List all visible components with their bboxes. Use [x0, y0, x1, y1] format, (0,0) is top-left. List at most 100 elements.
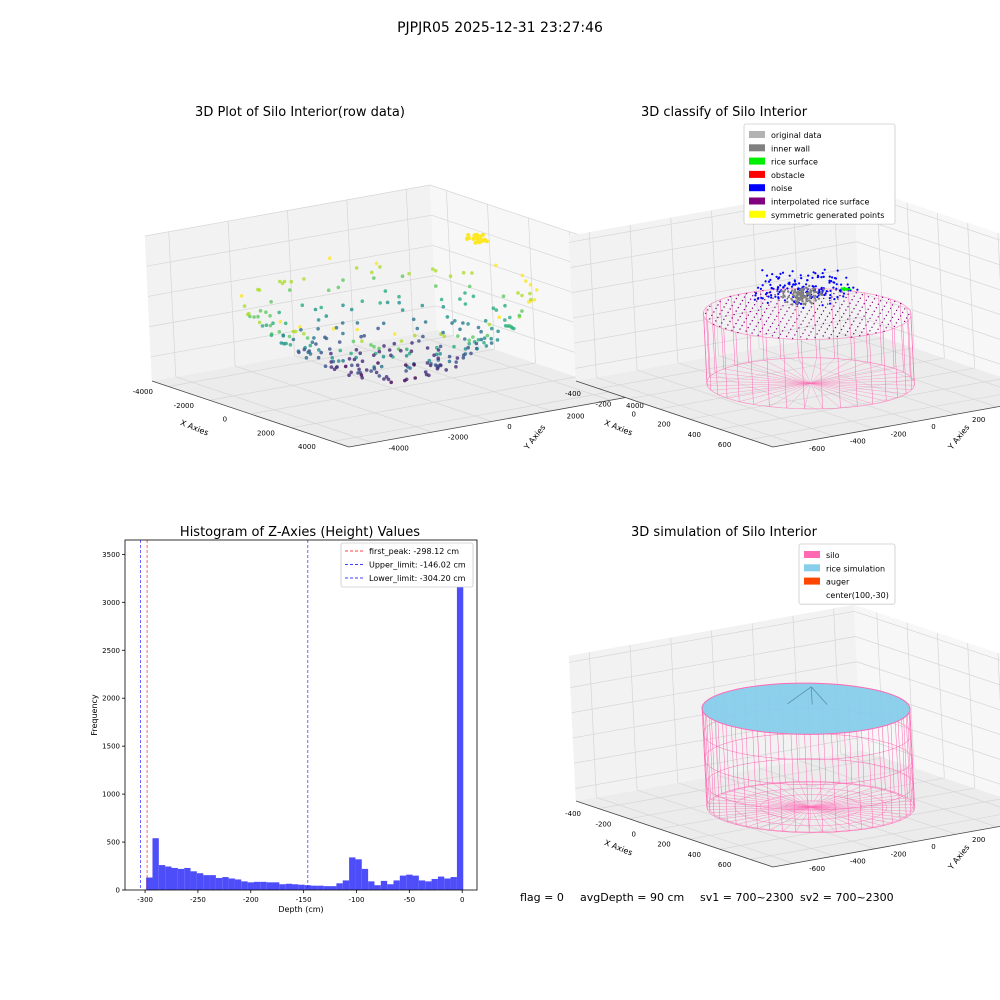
- interpolated-point: [849, 315, 851, 317]
- raw-data-point: [400, 274, 405, 279]
- grid-line: [589, 652, 597, 798]
- noise-point: [783, 299, 787, 302]
- raw-data-point: [258, 309, 263, 313]
- noise-point: [832, 281, 835, 284]
- raw-data-point: [341, 359, 345, 363]
- silo-wall-line: [910, 315, 915, 386]
- silo-wall-line: [899, 302, 904, 373]
- histogram-bar: [266, 882, 273, 890]
- panel-simulation-3d-plot: -400-2000200400600-600-400-2000200400600…: [565, 543, 1000, 873]
- interpolated-point: [818, 304, 821, 307]
- interpolated-point: [851, 311, 853, 313]
- y-tick-label: -600: [809, 445, 825, 453]
- histogram-bar: [158, 865, 166, 890]
- interpolated-point: [745, 317, 747, 320]
- raw-data-point: [520, 293, 524, 298]
- interpolated-point: [885, 302, 888, 304]
- histogram-bar: [406, 874, 413, 890]
- silo-floor-line: [810, 806, 862, 830]
- noise-point: [828, 275, 831, 278]
- interpolated-point: [747, 326, 749, 329]
- raw-data-point: [355, 363, 360, 368]
- grid-line: [751, 203, 760, 349]
- interpolated-point: [908, 313, 910, 316]
- interpolated-point: [780, 321, 782, 323]
- silo-wall-line: [819, 339, 823, 409]
- silo-floor-line: [810, 383, 907, 394]
- raw-data-point: [308, 343, 313, 348]
- noise-point: [812, 271, 815, 274]
- interpolated-point: [737, 319, 739, 321]
- silo-wall-line: [705, 307, 710, 377]
- auger-line: [787, 686, 812, 705]
- raw-data-point: [313, 307, 318, 312]
- raw-data-point: [334, 325, 339, 330]
- interpolated-point: [752, 295, 754, 297]
- inner-wall-point: [820, 290, 823, 294]
- silo-floor-line: [810, 806, 901, 821]
- raw-data-point: [352, 357, 357, 362]
- noise-point: [806, 279, 809, 282]
- grid-line: [294, 355, 492, 422]
- raw-data-point: [467, 236, 471, 241]
- silo-floor-line: [810, 383, 898, 398]
- interpolated-point: [749, 298, 752, 300]
- raw-data-point: [487, 322, 492, 327]
- silo-wall-line: [720, 299, 724, 369]
- raw-data-point: [372, 344, 376, 349]
- noise-point: [799, 302, 803, 305]
- panel3-title: Histogram of Z-Axies (Height) Values: [180, 525, 420, 540]
- legend-label: noise: [771, 184, 792, 193]
- interpolated-point: [796, 305, 798, 308]
- raw-data-point: [425, 361, 430, 365]
- histogram-bar: [380, 880, 388, 890]
- raw-data-point: [453, 319, 457, 323]
- raw-data-point: [278, 319, 283, 324]
- grid-line: [997, 233, 1000, 283]
- raw-data-point: [302, 331, 306, 336]
- silo-floor-line: [710, 383, 811, 391]
- interpolated-point: [836, 335, 839, 338]
- silo-wall-line: [864, 292, 869, 363]
- interpolated-point: [816, 320, 818, 323]
- grid-line: [906, 622, 915, 768]
- raw-data-point: [428, 363, 433, 368]
- raw-data-point: [469, 351, 473, 356]
- raw-data-point: [471, 236, 476, 241]
- interpolated-point: [707, 309, 709, 311]
- y-tick-label: -2000: [448, 434, 468, 442]
- noise-point: [781, 271, 785, 274]
- grid-line: [629, 645, 638, 791]
- raw-data-point: [413, 376, 418, 380]
- raw-data-point: [316, 355, 321, 360]
- raw-data-point: [438, 352, 443, 356]
- interpolated-point: [759, 318, 762, 320]
- histogram-bar: [330, 886, 337, 890]
- interpolated-point: [764, 299, 766, 301]
- raw-data-point: [520, 273, 525, 278]
- silo-wall-line: [836, 338, 841, 408]
- silo-wall-line: [794, 288, 799, 358]
- raw-data-point: [509, 325, 514, 329]
- interpolated-point: [859, 322, 861, 324]
- x-axis-label: X Axies: [603, 418, 634, 437]
- raw-data-point: [435, 366, 440, 371]
- silo-floor-line: [810, 801, 912, 808]
- interpolated-point: [790, 328, 792, 330]
- interpolated-point: [788, 319, 790, 321]
- raw-data-point: [474, 341, 479, 346]
- raw-data-point: [458, 327, 462, 332]
- histogram-bar: [374, 885, 381, 890]
- interpolated-point: [737, 306, 739, 309]
- interpolated-point: [765, 320, 768, 322]
- raw-data-point: [491, 306, 496, 311]
- interpolated-point: [751, 307, 754, 309]
- interpolated-point: [731, 304, 733, 307]
- raw-data-point: [410, 341, 414, 345]
- raw-data-point: [316, 327, 320, 331]
- raw-data-point: [381, 354, 386, 359]
- histogram-bar: [355, 859, 362, 890]
- interpolated-point: [792, 325, 794, 327]
- interpolated-point: [808, 309, 810, 312]
- noise-point: [817, 275, 820, 278]
